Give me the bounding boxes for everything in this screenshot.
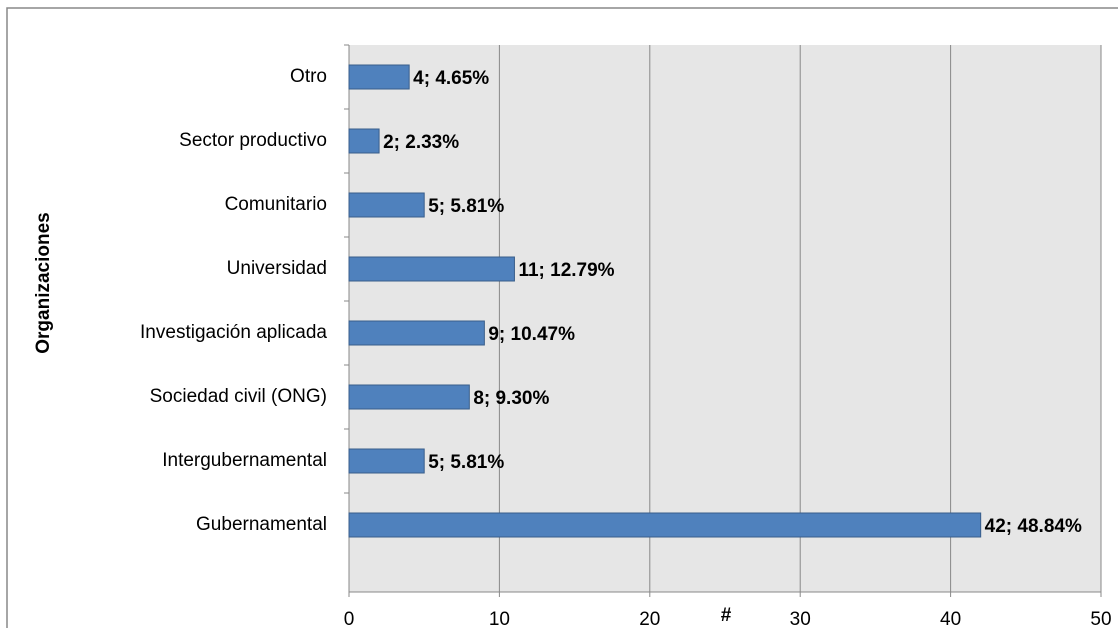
bar <box>348 256 515 282</box>
y-tick-label: Sector productivo <box>179 130 327 151</box>
data-label: 9; 10.47% <box>488 324 575 345</box>
x-axis-title: # <box>721 605 732 626</box>
bar <box>348 320 485 346</box>
bar <box>348 192 425 218</box>
data-label: 2; 2.33% <box>383 132 459 153</box>
x-tick-label: 30 <box>790 609 811 628</box>
y-tick-label: Comunitario <box>225 194 327 215</box>
data-label: 42; 48.84% <box>985 516 1082 537</box>
x-tick-label: 20 <box>639 609 660 628</box>
bar <box>348 64 410 90</box>
y-tick-label: Investigación aplicada <box>140 322 327 343</box>
x-tick-label: 0 <box>344 609 355 628</box>
bar <box>348 512 982 538</box>
chart-frame <box>6 7 1118 628</box>
y-tick-label: Otro <box>290 66 327 87</box>
x-tick-label: 40 <box>940 609 961 628</box>
x-tick-label: 50 <box>1090 609 1111 628</box>
data-label: 4; 4.65% <box>413 68 489 89</box>
y-tick-label: Universidad <box>227 258 327 279</box>
y-tick-label: Intergubernamental <box>162 450 327 471</box>
plot-area <box>349 45 1101 592</box>
bar <box>348 128 380 154</box>
data-label: 5; 5.81% <box>428 196 504 217</box>
y-tick-label: Gubernamental <box>196 514 327 535</box>
y-tick-label: Sociedad civil (ONG) <box>150 386 327 407</box>
data-label: 11; 12.79% <box>518 260 614 281</box>
data-label: 5; 5.81% <box>428 452 504 473</box>
bar <box>348 384 470 410</box>
y-axis-title: Organizaciones <box>33 212 54 354</box>
x-tick-label: 10 <box>489 609 510 628</box>
bar <box>348 448 425 474</box>
data-label: 8; 9.30% <box>473 388 549 409</box>
